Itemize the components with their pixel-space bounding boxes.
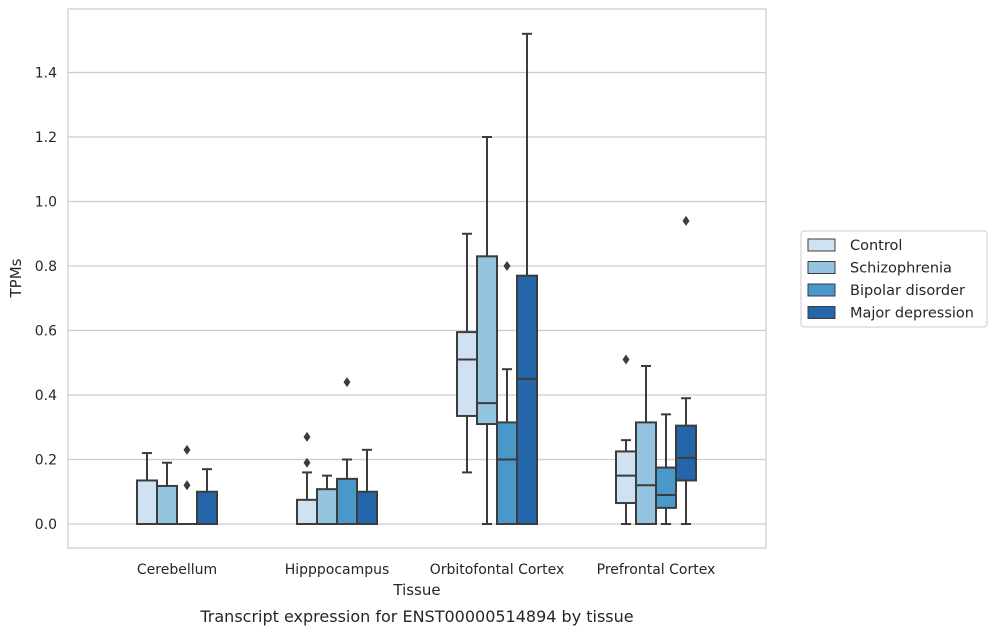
box-iqr: [516, 274, 538, 525]
legend-swatch: [807, 238, 836, 252]
outlier-point: [682, 215, 690, 226]
box-iqr: [136, 479, 158, 525]
box-major-depression: [356, 448, 378, 525]
box-iqr: [296, 498, 318, 525]
outlier-point: [183, 444, 191, 455]
y-tick-label: 0.6: [35, 324, 57, 340]
box-schizophrenia: [316, 474, 338, 526]
x-axis-label: Tissue: [392, 581, 440, 599]
legend-label: Schizophrenia: [850, 261, 952, 277]
legend-frame: [800, 230, 988, 328]
box-bipolar-disorder: [496, 261, 518, 526]
box-iqr: [336, 477, 358, 526]
y-tick-label: 0.0: [35, 517, 57, 533]
outlier-point: [183, 480, 191, 491]
box-bipolar-disorder: [176, 444, 198, 526]
box-iqr: [196, 490, 218, 525]
x-tick-label: Cerebellum: [137, 562, 217, 578]
y-tick-label: 0.2: [35, 453, 57, 469]
box-iqr: [476, 255, 498, 426]
legend-label: Bipolar disorder: [850, 283, 965, 299]
chart-caption: Transcript expression for ENST0000051489…: [199, 607, 633, 626]
box-iqr: [456, 331, 478, 417]
box-iqr: [635, 421, 657, 526]
legend-swatch: [807, 283, 836, 297]
box-major-depression: [196, 468, 218, 525]
box-iqr: [316, 488, 338, 526]
box-bipolar-disorder: [336, 377, 358, 526]
boxes: [136, 32, 697, 526]
outlier-point: [503, 261, 511, 271]
y-tick-label: 1.0: [35, 195, 57, 211]
legend-swatch: [807, 306, 836, 319]
box-control: [456, 232, 478, 474]
box-major-depression: [516, 32, 538, 525]
box-iqr: [675, 424, 697, 482]
legend-label: Major depression: [850, 306, 974, 322]
y-tick-label: 0.4: [35, 388, 57, 404]
outlier-point: [303, 457, 311, 468]
x-tick-label: Hipppocampus: [285, 562, 390, 578]
outlier-point: [343, 377, 351, 388]
outlier-point: [622, 354, 630, 365]
legend: Control Schizophrenia Bipolar disorder Majo…: [800, 230, 988, 328]
y-tick-label: 1.2: [35, 130, 57, 146]
box-control: [296, 431, 318, 525]
x-axis-ticks: Cerebellum Hipppocampus Orbitofontal Corte…: [137, 562, 715, 578]
box-iqr: [615, 450, 637, 505]
y-tick-label: 0.8: [35, 259, 57, 275]
box-iqr: [356, 490, 378, 525]
plot-area-frame: [67, 8, 767, 549]
outlier-point: [303, 431, 311, 442]
box-iqr: [496, 421, 518, 526]
legend-label: Control: [850, 238, 902, 254]
gridlines: [68, 71, 766, 525]
box-schizophrenia: [476, 136, 498, 525]
box-bipolar-disorder: [655, 413, 677, 525]
box-iqr: [655, 466, 677, 509]
box-iqr: [156, 484, 178, 526]
box-major-depression: [675, 215, 697, 525]
box-schizophrenia: [156, 461, 178, 526]
box-control: [615, 354, 637, 525]
y-axis-ticks: 0.0 0.2 0.4 0.6 0.8 1.0 1.2 1.4: [35, 66, 57, 534]
x-tick-label: Prefrontal Cortex: [597, 562, 716, 578]
box-schizophrenia: [635, 364, 657, 526]
x-tick-label: Orbitofontal Cortex: [430, 562, 565, 578]
legend-swatch: [807, 261, 836, 274]
box-control: [136, 452, 158, 525]
y-axis-label: TPMs: [7, 258, 25, 298]
y-tick-label: 1.4: [35, 66, 57, 82]
